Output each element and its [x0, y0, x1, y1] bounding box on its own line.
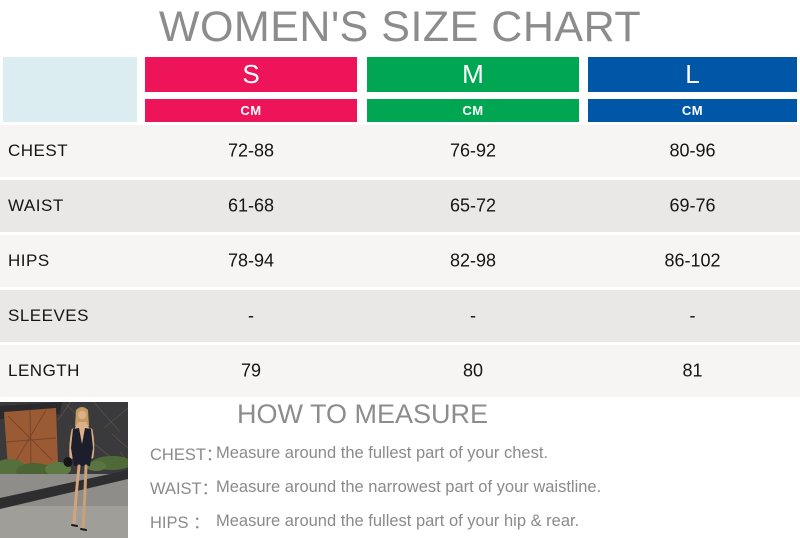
instruction-text: Measure around the fullest part of your …: [216, 511, 580, 530]
instruction-text: Measure around the fullest part of your …: [216, 443, 549, 462]
row-label: SLEEVES: [8, 306, 89, 325]
cell-value: -: [689, 305, 696, 326]
page-title: WOMEN'S SIZE CHART: [158, 3, 642, 51]
how-to-measure-title: HOW TO MEASURE: [236, 399, 489, 429]
row-label: LENGTH: [8, 361, 80, 380]
cell-value: 78-94: [227, 250, 275, 271]
table-row-waist: WAIST 61-68 65-72 69-76: [0, 180, 800, 232]
size-header-l: L: [588, 57, 797, 92]
cell-value: 76-92: [449, 140, 497, 161]
size-header-s: S: [145, 57, 357, 92]
table-row-chest: CHEST 72-88 76-92 80-96: [0, 125, 800, 177]
cell-value: 65-72: [449, 195, 497, 216]
instruction-waist: WAIST： Measure around the narrowest part…: [150, 470, 601, 504]
instruction-label: WAIST：: [150, 480, 219, 498]
unit-header-m: CM: [367, 99, 579, 122]
instruction-hips: HIPS ： Measure around the fullest part o…: [150, 504, 601, 538]
cell-value: 79: [240, 360, 262, 381]
cell-value: 69-76: [669, 195, 716, 216]
model-photo-illustration: [0, 399, 132, 538]
instruction-label: CHEST：: [150, 446, 223, 464]
table-row-hips: HIPS 78-94 82-98 86-102: [0, 235, 800, 287]
cell-value: 80: [462, 360, 484, 381]
cell-value: 82-98: [449, 250, 497, 271]
cell-value: 80-96: [669, 140, 716, 161]
measure-instructions: CHEST： Measure around the fullest part o…: [150, 436, 601, 538]
unit-header-s: CM: [145, 99, 357, 122]
cell-value: -: [248, 305, 254, 326]
size-header-m: M: [367, 57, 579, 92]
cell-value: -: [470, 305, 476, 326]
cell-value: 86-102: [664, 250, 721, 271]
cell-value: 81: [682, 360, 703, 381]
instruction-text: Measure around the narrowest part of you…: [216, 477, 602, 496]
cell-value: 72-88: [227, 140, 275, 161]
row-label: HIPS: [8, 251, 50, 270]
table-row-sleeves: SLEEVES - - -: [0, 290, 800, 342]
model-photo: [0, 399, 132, 538]
size-table-body: CHEST 72-88 76-92 80-96 WAIST 61-68 65-7…: [0, 125, 800, 400]
row-label: WAIST: [8, 196, 64, 215]
table-row-length: LENGTH 79 80 81: [0, 345, 800, 397]
instruction-chest: CHEST： Measure around the fullest part o…: [150, 436, 601, 470]
instruction-label: HIPS ：: [150, 514, 210, 532]
row-label: CHEST: [8, 141, 69, 160]
unit-header-l: CM: [588, 99, 797, 122]
cell-value: 61-68: [227, 195, 275, 216]
table-corner-cell: [3, 57, 137, 122]
